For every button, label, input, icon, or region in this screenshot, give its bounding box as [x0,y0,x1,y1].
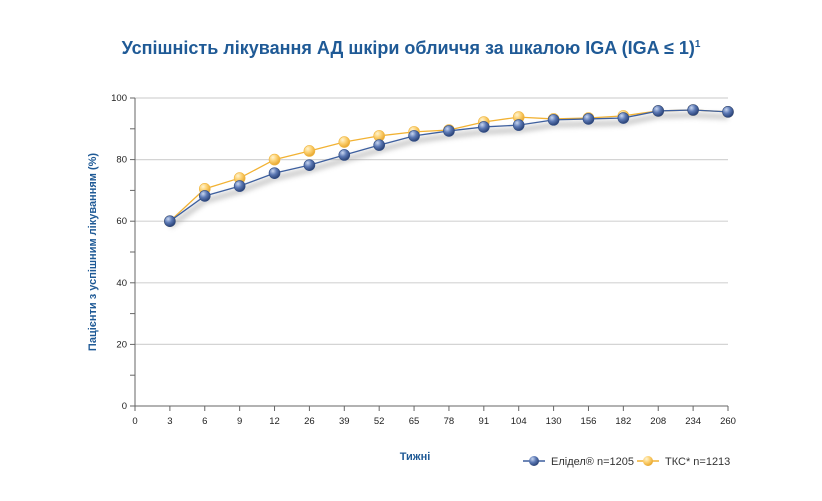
data-point-elidel [198,190,211,202]
data-point-tks [268,153,281,166]
x-tick-label: 6 [202,416,207,427]
x-tick-label: 260 [720,416,736,427]
legend-marker [643,456,653,466]
x-tick-label: 52 [374,416,385,427]
x-tick-label: 3 [167,416,172,427]
data-point-tks [303,145,316,157]
x-tick-label: 208 [650,416,666,427]
x-tick-label: 0 [132,416,137,427]
title-text: Успішність лікування АД шкіри обличчя за… [121,38,695,58]
legend-marker [529,456,539,466]
data-point-elidel [268,167,281,179]
data-point-elidel [582,113,595,125]
x-tick-label: 156 [581,416,597,427]
title-footnote: 1 [694,39,701,50]
data-point-elidel [617,112,630,124]
x-axis-label: Тижні [400,451,431,463]
data-point-elidel [478,121,490,133]
x-tick-label: 234 [685,416,701,427]
x-tick-label: 78 [444,416,455,427]
data-point-elidel [547,114,560,126]
data-point-elidel [164,215,176,227]
y-tick-label: 0 [122,401,127,412]
data-point-elidel [652,105,665,117]
x-tick-label: 91 [479,416,490,427]
x-tick-label: 182 [615,416,631,427]
x-tick-label: 12 [269,416,280,427]
data-point-tks [338,136,351,148]
y-tick-label: 60 [116,216,127,227]
data-point-elidel [512,119,525,131]
y-tick-label: 100 [111,93,127,104]
data-point-elidel [687,104,699,116]
x-tick-label: 104 [511,416,527,427]
data-point-elidel [722,106,734,118]
legend-label: Елідел® n=1205 [551,456,634,468]
y-axis-label: Пацієнти з успішним лікуванням (%) [87,153,99,351]
y-tick-label: 80 [116,155,127,166]
x-tick-label: 26 [304,416,315,427]
data-point-elidel [373,139,385,151]
x-tick-label: 130 [546,416,562,427]
data-point-elidel [443,125,455,137]
data-point-elidel [303,159,316,171]
chart-title: Успішність лікування АД шкіри обличчя за… [0,38,822,59]
x-tick-label: 65 [409,416,420,427]
x-tick-label: 39 [339,416,350,427]
data-point-elidel [233,180,246,192]
x-tick-label: 9 [237,416,242,427]
y-tick-label: 20 [116,339,127,350]
y-tick-label: 40 [116,278,127,289]
legend-label: ТКС* n=1213 [665,456,730,468]
data-point-elidel [338,149,351,161]
data-point-elidel [408,130,420,142]
